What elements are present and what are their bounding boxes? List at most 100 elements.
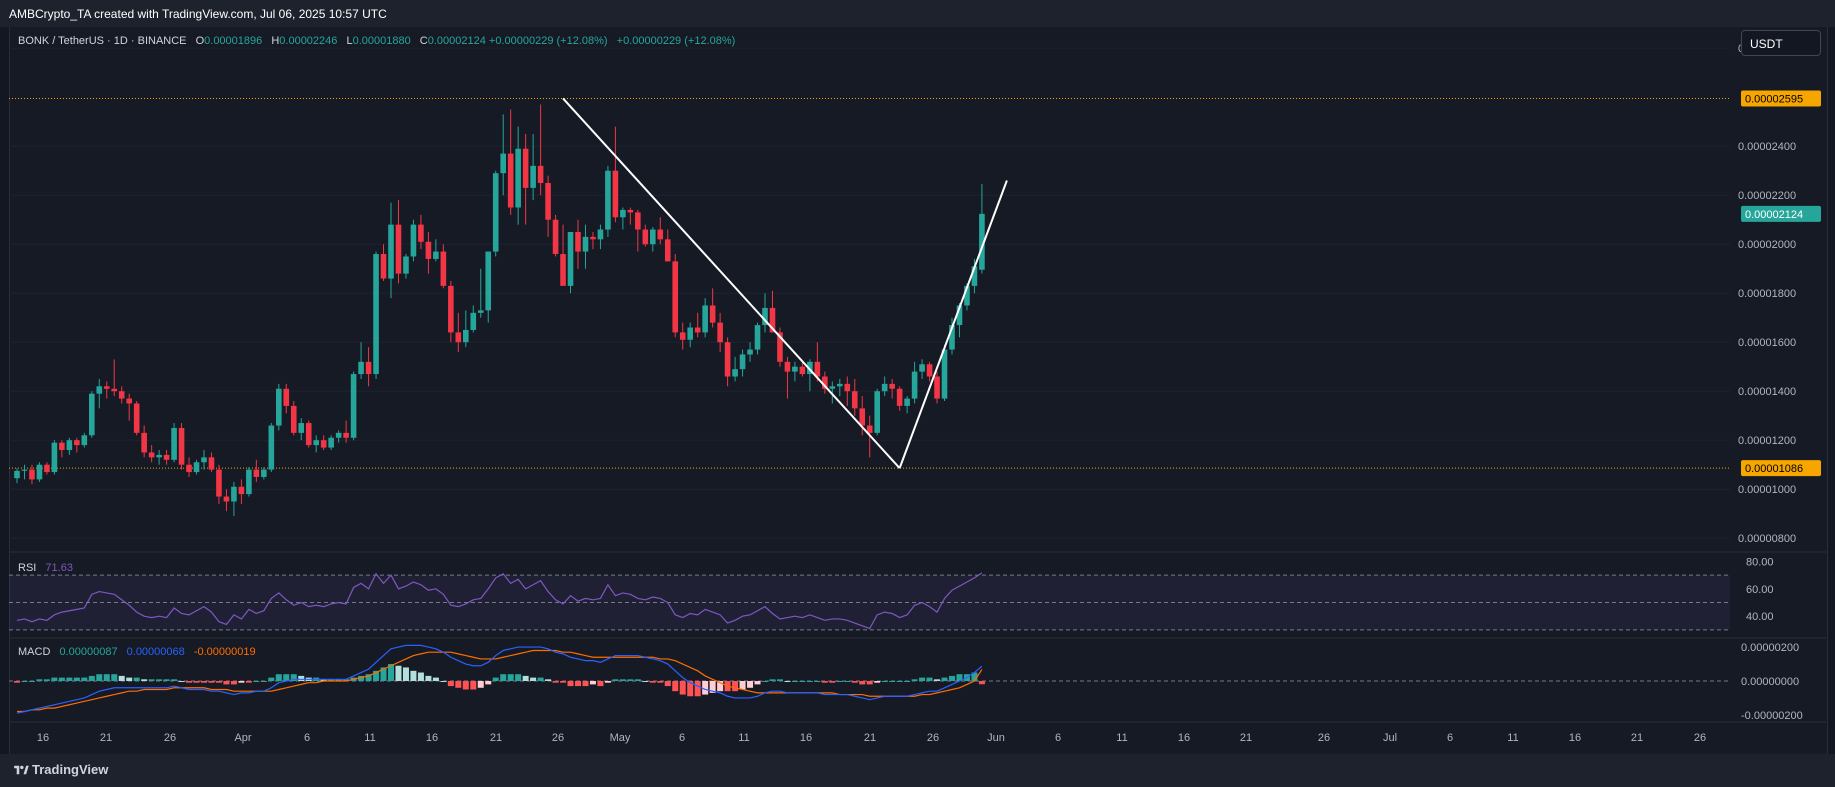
candle-bear xyxy=(642,229,649,245)
candle-bear xyxy=(545,182,551,220)
candle-bear xyxy=(283,388,290,406)
macd-histogram-bar xyxy=(193,681,200,683)
macd-histogram-bar xyxy=(43,679,50,681)
header-caption: AMBCrypto_TA created with TradingView.co… xyxy=(9,7,387,21)
candle-bear xyxy=(59,442,65,451)
candle-bull xyxy=(276,388,282,426)
time-tick-label: 21 xyxy=(1631,732,1643,744)
candle-bear xyxy=(118,391,125,399)
macd-histogram-bar xyxy=(328,679,335,681)
macd-histogram-bar xyxy=(373,670,380,681)
macd-histogram-bar xyxy=(866,681,873,685)
macd-histogram-bar xyxy=(904,681,911,682)
candle-bear xyxy=(552,219,559,255)
macd-histogram-bar xyxy=(657,681,664,683)
macd-histogram-bar xyxy=(28,681,35,682)
macd-histogram-bar xyxy=(649,681,656,683)
macd-histogram-bar xyxy=(238,681,245,683)
macd-histogram-bar xyxy=(500,674,507,681)
time-tick-label: 6 xyxy=(679,732,685,744)
macd-histogram-bar xyxy=(230,681,237,685)
time-tick-label: Jun xyxy=(987,732,1005,744)
candle-bull xyxy=(949,325,955,350)
chart-area[interactable] xyxy=(9,27,1828,754)
candle-bear xyxy=(799,366,806,375)
candle-bear xyxy=(866,425,873,433)
macd-histogram-bar xyxy=(275,674,282,681)
candle-bear xyxy=(575,231,581,252)
candle-bear xyxy=(934,376,940,399)
candle-bull xyxy=(567,231,574,286)
candle-bull xyxy=(747,349,753,355)
time-tick-label: 16 xyxy=(426,732,438,744)
macd-histogram-bar xyxy=(971,672,978,681)
candle-bear xyxy=(425,241,432,259)
macd-histogram-bar xyxy=(268,677,275,681)
macd-histogram-bar xyxy=(537,677,544,681)
candle-bear xyxy=(777,332,783,362)
macd-histogram-bar xyxy=(575,681,581,687)
candle-bear xyxy=(627,209,634,213)
macd-histogram-bar xyxy=(455,681,462,688)
candle-bear xyxy=(694,327,701,333)
macd-histogram-bar xyxy=(634,679,641,681)
candle-bull xyxy=(193,462,200,473)
candle-bull xyxy=(66,440,73,451)
macd-histogram-bar xyxy=(320,679,327,681)
candle-bull xyxy=(911,371,918,399)
candle-bull xyxy=(298,423,305,433)
candle-bull xyxy=(919,364,925,372)
candle-bear xyxy=(163,454,170,460)
macd-histogram-bar xyxy=(934,679,941,681)
macd-histogram-bar xyxy=(485,681,492,685)
macd-histogram-bar xyxy=(619,679,626,681)
macd-histogram-bar xyxy=(642,681,649,682)
macd-histogram-bar xyxy=(186,681,193,683)
candle-bear xyxy=(844,383,851,392)
histogram-value: -0.00000019 xyxy=(193,646,256,658)
macd-histogram-bar xyxy=(58,677,65,681)
candle-bear xyxy=(29,469,35,480)
candle-bull xyxy=(515,148,521,208)
currency-button[interactable]: USDT xyxy=(1741,30,1821,56)
macd-histogram-bar xyxy=(515,674,522,681)
candle-bull xyxy=(620,209,626,218)
time-tick-label: 16 xyxy=(800,732,812,744)
macd-histogram-bar xyxy=(223,681,230,685)
candle-bull xyxy=(373,254,379,375)
candle-bear xyxy=(178,427,185,465)
candle-bear xyxy=(44,464,50,473)
macd-histogram-bar xyxy=(582,681,589,687)
tradingview-logo-icon xyxy=(14,765,29,775)
open-value: 0.00001896 xyxy=(204,35,263,47)
macd-histogram-bar xyxy=(597,681,604,687)
candle-bull xyxy=(403,256,409,274)
macd-histogram-bar xyxy=(395,665,402,681)
time-tick-label: 11 xyxy=(1507,732,1518,744)
macd-histogram-bar xyxy=(664,681,671,687)
time-tick-label: 16 xyxy=(1569,732,1581,744)
candle-bull xyxy=(463,329,469,343)
candle-bull xyxy=(328,437,334,448)
candle-bull xyxy=(156,454,162,458)
candle-bull xyxy=(739,354,746,370)
macd-histogram-bar xyxy=(806,681,813,682)
macd-histogram-bar xyxy=(560,681,567,683)
price-tick-label: 0.00001000 xyxy=(1738,484,1796,496)
rsi-legend: RSI 71.63 xyxy=(18,562,73,574)
rsi-band xyxy=(9,575,1730,630)
candle-bull xyxy=(530,165,536,188)
uptrend-line xyxy=(898,180,1008,469)
macd-label: MACD xyxy=(18,646,51,658)
macd-histogram-bar xyxy=(545,679,552,681)
candle-bear xyxy=(320,440,327,448)
candle-bear xyxy=(724,342,731,377)
candle-bull xyxy=(51,442,58,473)
macd-histogram-bar xyxy=(21,681,28,682)
time-tick-label: 16 xyxy=(1178,732,1190,744)
time-tick-label: Jul xyxy=(1383,732,1397,744)
candle-bear xyxy=(440,251,447,286)
signal-value: 0.00000068 xyxy=(126,646,185,658)
candle-bear xyxy=(448,285,454,333)
